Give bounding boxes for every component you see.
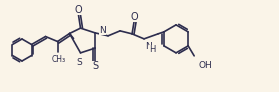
Text: O: O (130, 12, 138, 22)
Text: S: S (77, 58, 82, 67)
Text: OH: OH (198, 61, 212, 70)
Text: CH₃: CH₃ (51, 55, 66, 64)
Text: S: S (92, 61, 98, 71)
Text: H: H (149, 45, 155, 54)
Text: N: N (99, 26, 106, 35)
Text: N: N (145, 42, 152, 51)
Text: O: O (75, 5, 82, 15)
